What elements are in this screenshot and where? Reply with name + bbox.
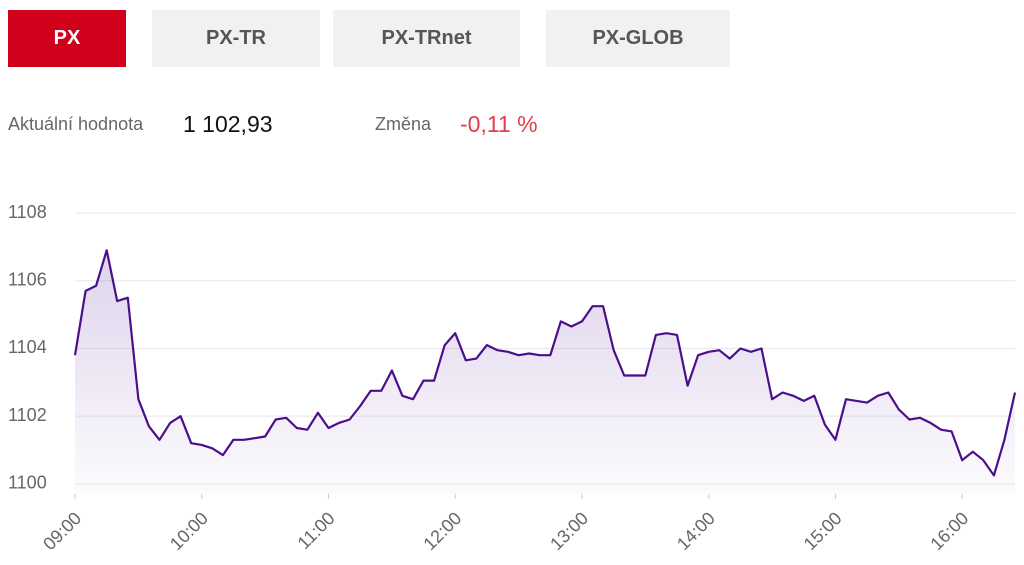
- x-tick-label: 11:00: [294, 508, 339, 553]
- area-fill: [75, 250, 1015, 494]
- y-tick-label: 1108: [8, 202, 47, 222]
- change: -0,11 %: [460, 111, 538, 137]
- x-tick-label: 14:00: [673, 508, 719, 554]
- tab[interactable]: PX-TRnet: [333, 10, 520, 67]
- value: 1 102,93: [183, 111, 273, 137]
- y-tick-label: 1100: [8, 473, 47, 493]
- x-tick-label: 12:00: [419, 508, 465, 554]
- tab[interactable]: PX: [8, 10, 126, 67]
- y-tick-label: 1104: [8, 337, 47, 357]
- x-tick-label: 15:00: [800, 508, 846, 554]
- tab[interactable]: PX-TR: [152, 10, 320, 67]
- tab[interactable]: PX-GLOB: [546, 10, 730, 67]
- value-label: Aktuální hodnota: [8, 114, 144, 134]
- x-tick-label: 10:00: [166, 508, 212, 554]
- x-tick-label: 16:00: [926, 508, 972, 554]
- x-tick-label: 13:00: [546, 508, 592, 554]
- y-tick-label: 1102: [8, 405, 47, 425]
- y-tick-label: 1106: [8, 270, 47, 290]
- line: [73, 249, 1017, 477]
- change-label: Změna: [375, 114, 432, 134]
- x-tick-label: 09:00: [39, 508, 85, 554]
